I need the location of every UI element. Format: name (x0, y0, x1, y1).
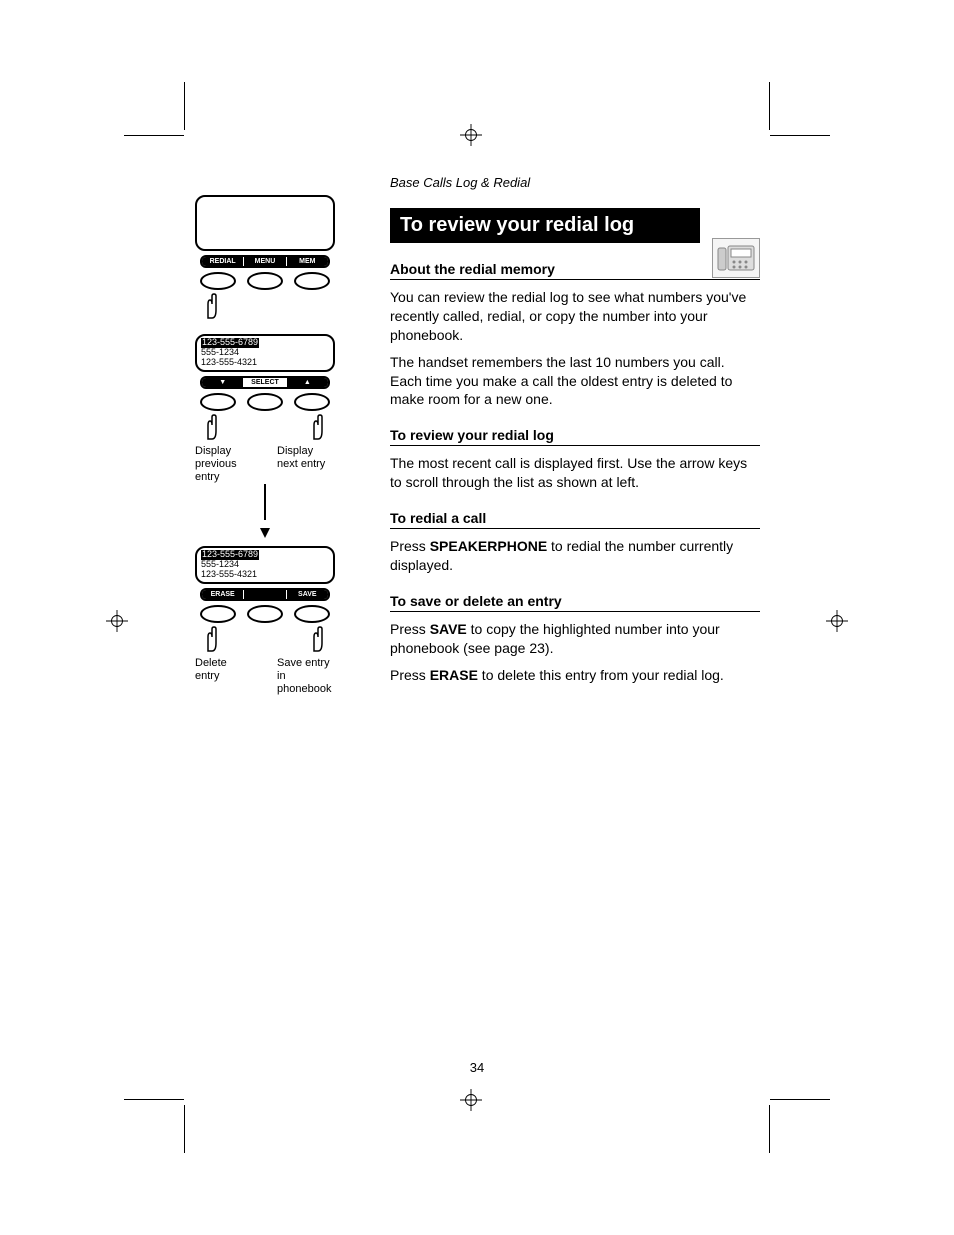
oval-button (247, 393, 283, 411)
oval-button (247, 605, 283, 623)
arrow-line (264, 484, 266, 520)
paragraph: You can review the redial log to see wha… (390, 288, 760, 345)
section-header: Base Calls Log & Redial (390, 175, 760, 190)
bold-term: SAVE (430, 621, 467, 637)
subheading: To save or delete an entry (390, 593, 760, 612)
paragraph: Press ERASE to delete this entry from yo… (390, 666, 760, 685)
oval-button (200, 605, 236, 623)
label-save: SAVE (287, 590, 328, 599)
screen-2-labels: ▼ SELECT ▲ (200, 376, 330, 389)
paragraph: The most recent call is displayed first.… (390, 454, 760, 492)
main-content: Base Calls Log & Redial To review your r… (390, 175, 760, 685)
caption-right: Save entry in phonebook (277, 657, 335, 697)
register-mark-left (106, 610, 128, 632)
screen-1 (195, 195, 335, 251)
oval-button (200, 393, 236, 411)
screen-2: 123-555-6789 555-1234 123-555-4321 (195, 334, 335, 372)
diagram-column: REDIAL MENU MEM 123-555-6789 555-1234 12… (190, 195, 340, 696)
hand-icon (200, 413, 224, 441)
screen-3-labels: ERASE SAVE (200, 588, 330, 601)
title-bar: To review your redial log (390, 208, 700, 243)
oval-button (200, 272, 236, 290)
label-menu: MENU (244, 257, 286, 266)
label-up: ▲ (287, 378, 328, 387)
hand-icon (200, 625, 224, 653)
label-redial: REDIAL (202, 257, 244, 266)
screen-1-labels: REDIAL MENU MEM (200, 255, 330, 268)
hand-icon (306, 413, 330, 441)
screen-3: 123-555-6789 555-1234 123-555-4321 (195, 546, 335, 584)
oval-button (294, 605, 330, 623)
sections-container: About the redial memory You can review th… (390, 261, 760, 685)
register-mark-top (460, 124, 482, 146)
oval-button (294, 393, 330, 411)
paragraph: Press SAVE to copy the highlighted numbe… (390, 620, 760, 658)
oval-button (247, 272, 283, 290)
register-mark-right (826, 610, 848, 632)
caption-right: Display next entry (277, 445, 335, 485)
arrow-down-icon (260, 528, 270, 538)
paragraph: Press SPEAKERPHONE to redial the number … (390, 537, 760, 575)
caption-left: Delete entry (195, 657, 253, 697)
phone-base-icon (712, 238, 760, 278)
label-select: SELECT (244, 378, 286, 387)
screen3-line3: 123-555-4321 (201, 569, 257, 579)
page-number: 34 (0, 1060, 954, 1075)
subheading: To review your redial log (390, 427, 760, 446)
paragraph: The handset remembers the last 10 number… (390, 353, 760, 410)
subheading: To redial a call (390, 510, 760, 529)
screen2-line3: 123-555-4321 (201, 357, 257, 367)
caption-left: Display previous entry (195, 445, 253, 485)
subheading: About the redial memory (390, 261, 760, 280)
label-down: ▼ (202, 378, 244, 387)
screen2-line2: 555-1234 (201, 347, 239, 357)
label-mem: MEM (287, 257, 328, 266)
bold-term: ERASE (430, 667, 478, 683)
screen3-line2: 555-1234 (201, 559, 239, 569)
hand-icon (306, 625, 330, 653)
label-blank (244, 590, 286, 599)
button-row-1 (200, 272, 330, 290)
register-mark-bottom (460, 1089, 482, 1111)
hand-icon (200, 292, 224, 320)
oval-button (294, 272, 330, 290)
label-erase: ERASE (202, 590, 244, 599)
bold-term: SPEAKERPHONE (430, 538, 547, 554)
